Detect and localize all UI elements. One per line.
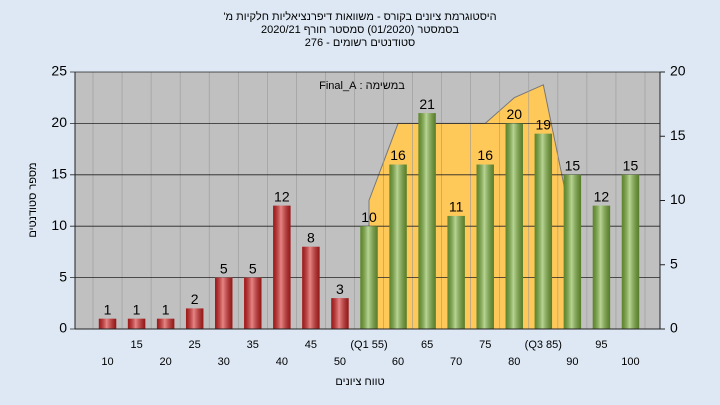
bar-shine xyxy=(331,298,349,329)
x-tick-label: (Q1 55) xyxy=(350,339,387,351)
y-tick-label: 15 xyxy=(51,166,67,182)
x-tick-label: 35 xyxy=(247,339,259,351)
data-label: 11 xyxy=(449,199,464,215)
x-axis-label: טווח ציונים xyxy=(335,376,384,388)
x-tick-label: 70 xyxy=(450,356,462,368)
bar-shine xyxy=(534,133,553,329)
data-label: 2 xyxy=(191,291,199,307)
bar-shine xyxy=(185,308,204,329)
data-label: 8 xyxy=(307,229,315,245)
data-label: 12 xyxy=(594,188,610,204)
data-label: 10 xyxy=(361,209,377,225)
x-tick-label: 10 xyxy=(101,356,113,368)
data-label: 1 xyxy=(133,301,141,317)
bar-shine xyxy=(505,123,523,330)
x-tick-label: 40 xyxy=(276,356,288,368)
data-label: 5 xyxy=(249,260,257,276)
x-tick-label: 90 xyxy=(566,356,578,368)
x-tick-label: 60 xyxy=(392,356,404,368)
y-tick-label: 5 xyxy=(59,268,67,284)
bar-shine xyxy=(563,174,582,329)
data-label: 5 xyxy=(220,260,228,276)
subtitle: סטודנטים רשומים - 276 xyxy=(305,37,416,49)
data-label: 12 xyxy=(274,188,290,204)
y2-tick-label: 10 xyxy=(670,191,686,207)
bar-shine xyxy=(592,205,611,329)
data-label: 1 xyxy=(104,301,112,317)
data-label: 20 xyxy=(506,106,522,122)
y-tick-label: 10 xyxy=(51,217,67,233)
y2-tick-label: 5 xyxy=(670,255,678,271)
data-label: 15 xyxy=(565,158,581,174)
x-tick-label: 15 xyxy=(130,339,142,351)
x-tick-label: 75 xyxy=(479,339,491,351)
x-tick-label: 50 xyxy=(334,356,346,368)
y2-tick-label: 15 xyxy=(670,127,686,143)
x-tick-label: 30 xyxy=(218,356,230,368)
data-label: 15 xyxy=(623,158,639,174)
x-tick-label: 25 xyxy=(189,339,201,351)
bar-shine xyxy=(127,318,146,329)
bar-shine xyxy=(244,277,262,329)
chart-title: היסטוגרמת ציונים בקורס - משוואות דיפרנצי… xyxy=(223,10,496,23)
x-tick-label: 20 xyxy=(160,356,172,368)
data-label: 3 xyxy=(336,281,344,297)
bar-shine xyxy=(156,318,175,329)
data-label: 19 xyxy=(536,116,552,132)
annotation: במשימה : Final_A xyxy=(319,80,405,92)
x-tick-label: (Q3 85) xyxy=(525,339,562,351)
x-tick-label: 65 xyxy=(421,339,433,351)
bar-shine xyxy=(273,205,291,329)
bar-shine xyxy=(215,277,233,329)
y-tick-label: 0 xyxy=(59,320,67,336)
data-label: 16 xyxy=(477,147,493,163)
bar-shine xyxy=(389,164,407,329)
x-tick-label: 100 xyxy=(621,356,639,368)
y-tick-label: 20 xyxy=(51,114,67,130)
data-label: 1 xyxy=(162,301,170,317)
bar-shine xyxy=(302,246,320,329)
x-tick-label: 45 xyxy=(305,339,317,351)
bar-shine xyxy=(98,318,117,329)
y-tick-label: 25 xyxy=(51,63,67,79)
bar-shine xyxy=(476,164,494,329)
bar-shine xyxy=(621,174,640,329)
y2-tick-label: 0 xyxy=(670,320,678,336)
data-label: 16 xyxy=(390,147,406,163)
y2-tick-label: 20 xyxy=(670,63,686,79)
x-tick-label: 80 xyxy=(508,356,520,368)
bar-shine xyxy=(418,113,436,330)
bar-shine xyxy=(360,226,378,329)
bar-shine xyxy=(447,215,465,329)
data-label: 21 xyxy=(419,96,435,112)
x-tick-label: 95 xyxy=(595,339,607,351)
subtitle: בסמסטר (01/2020) סמסטר חורף 2020/21 xyxy=(261,24,459,36)
y-axis-label: מספר סטודנטים xyxy=(27,162,39,237)
